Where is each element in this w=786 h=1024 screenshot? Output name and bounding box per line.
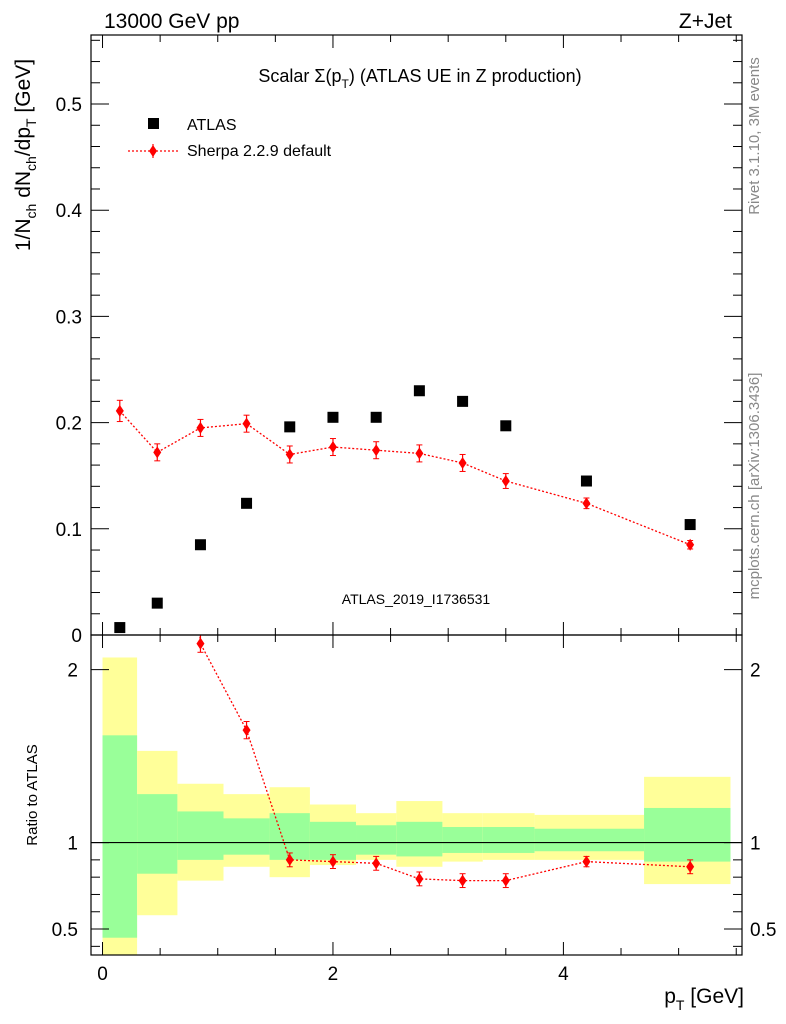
y-tick-label-right: 1 <box>750 834 761 855</box>
sherpa-point <box>196 421 205 434</box>
uncertainty-band-inner <box>177 811 224 860</box>
y-tick-label-right: 2 <box>750 661 761 682</box>
atlas-point <box>284 421 296 433</box>
y-tick-label: 0.2 <box>56 414 82 435</box>
ratio-panel: 0 2 4 0.5 0.5 1 1 2 2 Ratio to ATLAS pT [GeV] <box>24 634 776 1013</box>
uncertainty-band-inner <box>137 794 178 874</box>
atlas-point <box>500 420 512 432</box>
uncertainty-band-inner <box>442 827 483 853</box>
x-axis-label: pT [GeV] <box>664 985 744 1013</box>
main-title: Scalar Σ(pT) (ATLAS UE in Z production) <box>258 66 581 91</box>
uncertainty-band-inner <box>223 818 270 855</box>
atlas-point <box>580 475 592 487</box>
ratio-frame <box>90 634 743 956</box>
uncertainty-band-inner <box>356 825 397 855</box>
ratio-y-axis-label: Ratio to ATLAS <box>24 744 41 845</box>
y-axis-label: 1/Nch dNch/dpT [GeV] <box>12 59 39 251</box>
ratio-point <box>458 874 467 887</box>
sherpa-point <box>686 538 695 551</box>
sherpa-point <box>372 444 381 457</box>
uncertainty-band-inner <box>102 735 138 938</box>
ratio-point <box>372 857 381 870</box>
sherpa-point <box>328 441 337 454</box>
uncertainty-band-inner <box>644 807 731 862</box>
y-tick-label: 1 <box>67 834 78 855</box>
y-tick-label: 0.5 <box>56 95 82 116</box>
ratio-point <box>686 860 695 873</box>
analysis-watermark: ATLAS_2019_I1736531 <box>342 591 491 607</box>
sherpa-point <box>458 456 467 469</box>
atlas-point <box>413 385 425 397</box>
atlas-point <box>151 597 163 609</box>
atlas-point <box>194 539 206 551</box>
sherpa-point <box>285 448 294 461</box>
atlas-point <box>370 411 382 423</box>
ratio-point <box>328 855 337 868</box>
y-tick-label: 0.4 <box>56 201 83 222</box>
sherpa-point <box>242 417 251 430</box>
x-tick-label: 4 <box>558 964 569 985</box>
uncertainty-band-inner <box>482 827 535 853</box>
x-tick-label: 0 <box>97 964 108 985</box>
uncertainty-band-inner <box>396 821 443 857</box>
header-energy: 13000 GeV pp <box>104 10 239 33</box>
atlas-point <box>457 395 469 407</box>
header-process: Z+Jet <box>679 10 732 33</box>
atlas-point <box>684 519 696 531</box>
ratio-point <box>415 872 424 885</box>
sherpa-point <box>115 404 124 417</box>
y-tick-label: 2 <box>67 661 78 682</box>
uncertainty-band-inner <box>309 821 357 860</box>
uncertainty-band-inner <box>534 828 645 852</box>
sherpa-point <box>415 447 424 460</box>
legend-label-atlas: ATLAS <box>187 117 237 134</box>
legend-marker-sherpa <box>149 145 157 157</box>
legend-label-sherpa: Sherpa 2.2.9 default <box>187 143 332 160</box>
y-tick-label: 0.5 <box>52 920 78 941</box>
legend-marker-atlas <box>148 118 159 129</box>
sherpa-point <box>501 475 510 488</box>
ratio-point <box>242 724 251 737</box>
main-panel: 0 0.1 0.2 0.3 0.4 0.5 Scalar Σ(pT) (ATLAS UE … <box>12 34 743 647</box>
rivet-version-label: Rivet 3.1.10, 3M events <box>746 57 763 215</box>
sherpa-point <box>582 497 591 510</box>
x-tick-label: 2 <box>328 964 339 985</box>
y-tick-label: 0.1 <box>56 520 82 541</box>
ratio-point <box>501 874 510 887</box>
y-tick-label-right: 0.5 <box>750 920 776 941</box>
atlas-point <box>241 497 253 509</box>
atlas-point <box>327 411 339 423</box>
y-tick-label: 0 <box>71 626 82 647</box>
mcplots-label: mcplots.cern.ch [arXiv:1306.3436] <box>746 373 763 600</box>
y-tick-label: 0.3 <box>56 307 82 328</box>
sherpa-point <box>153 446 162 459</box>
legend: ATLAS Sherpa 2.2.9 default <box>128 117 332 160</box>
sherpa-line <box>119 410 691 546</box>
ratio-point <box>582 855 591 868</box>
ratio-point <box>285 853 294 866</box>
ratio-point <box>196 637 205 650</box>
atlas-point <box>114 622 126 634</box>
